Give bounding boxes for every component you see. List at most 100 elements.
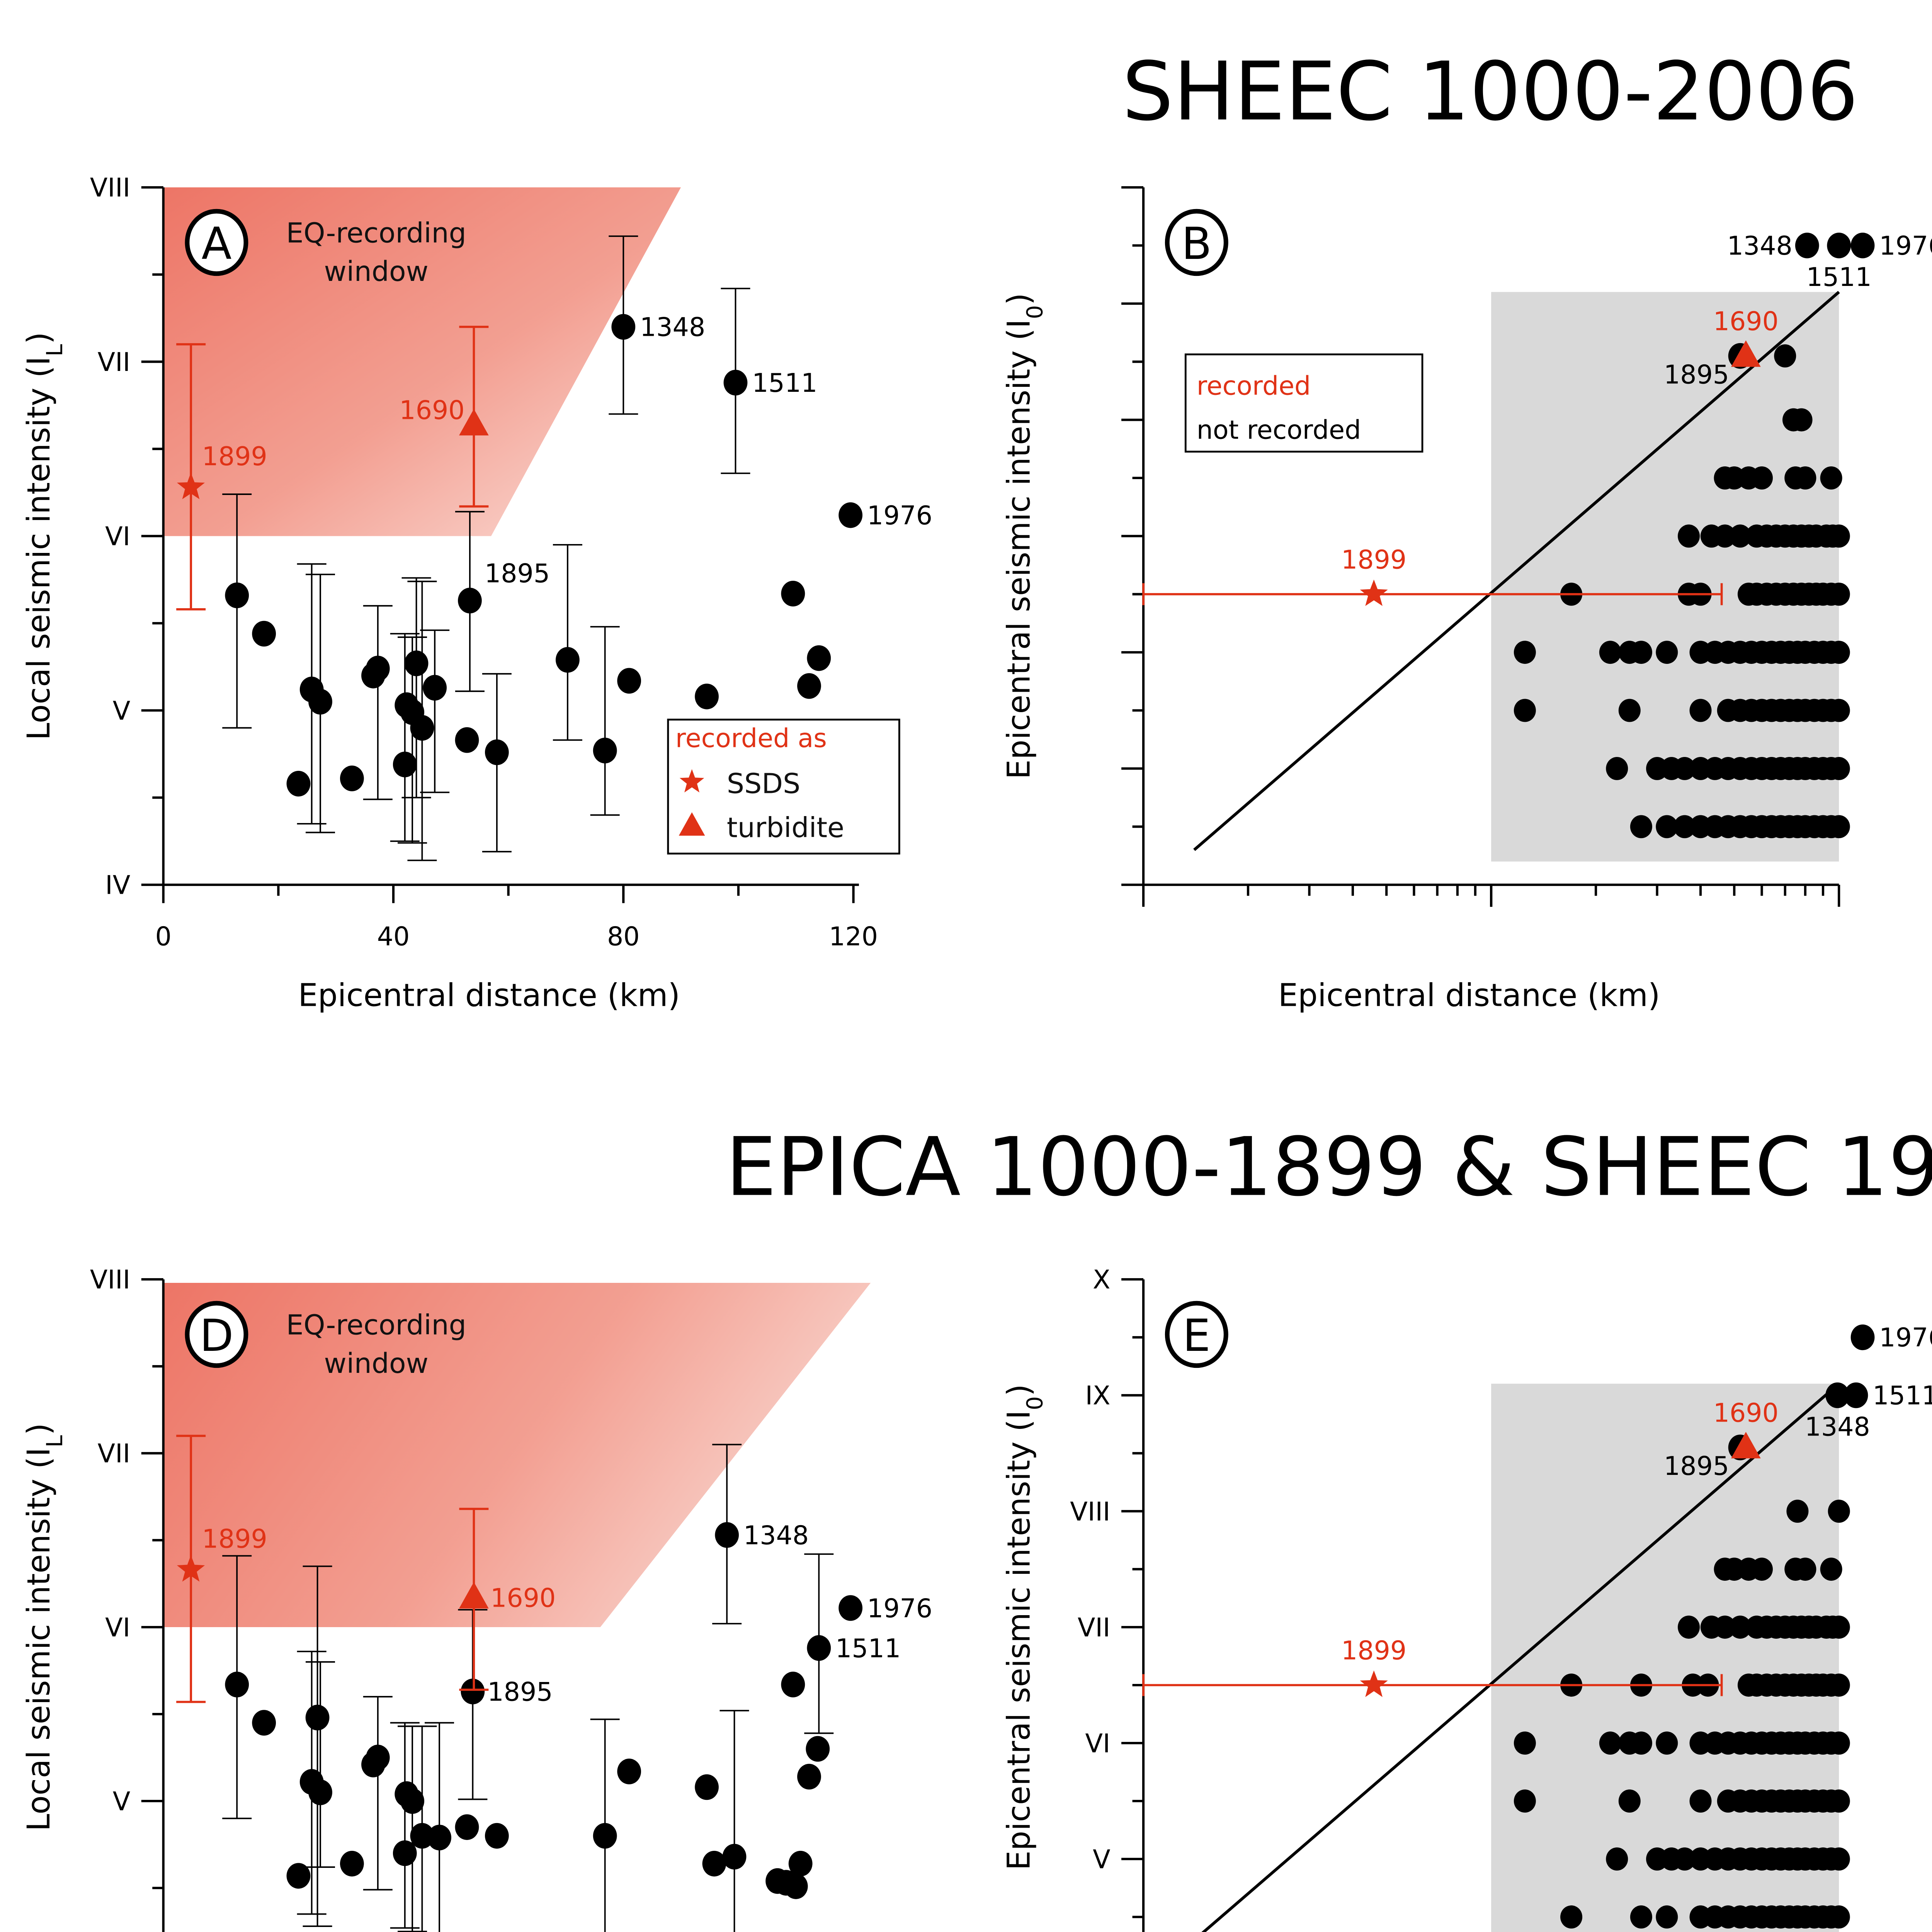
- data-point: [1514, 699, 1536, 722]
- data-point: [410, 715, 434, 741]
- year-label-1899: 1899: [1341, 544, 1406, 575]
- data-point: [1828, 641, 1850, 664]
- data-point: [427, 1825, 451, 1850]
- data-point-1348: [715, 1522, 739, 1548]
- data-point: [617, 668, 641, 694]
- data-point: [1618, 699, 1641, 722]
- panel-letter-badge: [185, 1301, 248, 1368]
- legend-box: [1184, 353, 1423, 453]
- panel-b: Epicentral distance (km) Epicentral seism…: [1001, 186, 1932, 1014]
- data-point: [702, 1850, 726, 1877]
- data-point: [1820, 466, 1842, 490]
- year-label-1976: 1976: [1879, 1323, 1932, 1353]
- y-tick-label: IV: [105, 870, 130, 900]
- recording-threshold-line: [1193, 291, 1840, 851]
- data-point: [556, 647, 580, 673]
- data-point: [366, 1745, 390, 1770]
- year-label-1511: 1511: [1872, 1381, 1932, 1411]
- data-point: [286, 1863, 311, 1889]
- y-tick-label: VII: [1078, 1612, 1111, 1643]
- data-point: [1689, 1789, 1712, 1813]
- data-point: [1618, 1789, 1641, 1813]
- data-point-1511: [807, 1635, 831, 1661]
- data-point: [1656, 1905, 1678, 1929]
- window-label-line1: EQ-recording: [286, 217, 466, 249]
- x-tick-label: 120: [829, 922, 878, 952]
- data-point: [1630, 1731, 1652, 1755]
- data-point: [455, 727, 479, 753]
- y-tick-label: VI: [105, 1612, 130, 1643]
- data-point: [1774, 344, 1796, 368]
- data-point: [695, 684, 719, 709]
- data-point: [485, 1823, 509, 1849]
- data-point: [1828, 1731, 1850, 1755]
- data-point: [308, 689, 332, 715]
- data-point-1348: [611, 314, 636, 340]
- data-point: [340, 1850, 364, 1877]
- panel-letter-badge: [185, 209, 248, 276]
- year-label-1348: 1348: [1727, 231, 1793, 261]
- panel-letter-badge: [1165, 1301, 1228, 1368]
- legend-title: recorded as: [675, 723, 827, 753]
- data-point: [1630, 641, 1652, 664]
- data-point: [1656, 815, 1678, 838]
- data-point: [1828, 815, 1850, 838]
- y-tick-label: VIII: [90, 1265, 130, 1295]
- data-point: [1673, 815, 1696, 838]
- data-point-1976: [838, 1595, 863, 1621]
- data-point: [252, 621, 276, 647]
- turbidite-triangle-marker-1690: [1731, 1432, 1761, 1459]
- year-label-1895: 1895: [1664, 1451, 1729, 1481]
- data-point: [1689, 699, 1712, 722]
- data-point: [410, 1823, 434, 1849]
- y-tick-label: IX: [1085, 1381, 1110, 1411]
- turbidite-triangle-marker-1690: [459, 409, 489, 435]
- ssds-star-marker-1899: [177, 473, 205, 499]
- data-point: [1656, 641, 1678, 664]
- data-point: [393, 1840, 417, 1866]
- data-point: [286, 770, 311, 797]
- data-point: [722, 1844, 747, 1870]
- legend-item-recorded: recorded: [1197, 371, 1311, 401]
- data-point: [225, 1672, 249, 1697]
- data-point: [1828, 582, 1850, 606]
- y-tick-label: V: [113, 1786, 130, 1816]
- data-point: [806, 1736, 830, 1762]
- panel-e: IVVVIVIIVIIIIXX110100Epicentral distance…: [1001, 1265, 1932, 1932]
- year-label-1511: 1511: [1806, 262, 1872, 292]
- data-point: [781, 1672, 805, 1697]
- panel-letter: A: [201, 218, 231, 269]
- eq-recording-window: [163, 1282, 871, 1628]
- data-point: [1714, 524, 1736, 548]
- row-title-bottom: EPICA 1000-1899 & SHEEC 1900-2006: [726, 1120, 1932, 1214]
- ssds-star-marker-1899: [1360, 579, 1388, 606]
- y-tick-label: V: [1093, 1844, 1110, 1874]
- window-label-line1: EQ-recording: [286, 1309, 466, 1341]
- year-label-1690: 1690: [1713, 306, 1779, 337]
- year-label-1976: 1976: [867, 1593, 932, 1623]
- panel-letter: D: [200, 1310, 234, 1361]
- data-point: [1751, 1558, 1773, 1581]
- data-point: [1729, 1616, 1752, 1639]
- year-label-1348: 1348: [640, 312, 705, 342]
- year-label-1348: 1348: [743, 1520, 809, 1550]
- data-point: [797, 673, 821, 699]
- data-point: [404, 650, 429, 676]
- year-label-1895: 1895: [487, 1677, 553, 1707]
- ssds-star-marker-1899: [1360, 1670, 1388, 1697]
- panel-letter: B: [1182, 218, 1212, 269]
- data-point: [1630, 1905, 1652, 1929]
- legend-item-not-recorded: not recorded: [1197, 415, 1361, 445]
- legend-item-turbidite: turbidite: [727, 811, 844, 844]
- year-label-1511: 1511: [752, 368, 817, 398]
- data-point: [695, 1774, 719, 1800]
- y-tick-label: VIII: [90, 173, 130, 203]
- data-point: [617, 1759, 641, 1784]
- data-point: [366, 656, 390, 682]
- data-point-1976: [838, 502, 863, 528]
- data-point: [1820, 1558, 1842, 1581]
- year-label-1690: 1690: [490, 1583, 556, 1613]
- data-point: [393, 752, 417, 777]
